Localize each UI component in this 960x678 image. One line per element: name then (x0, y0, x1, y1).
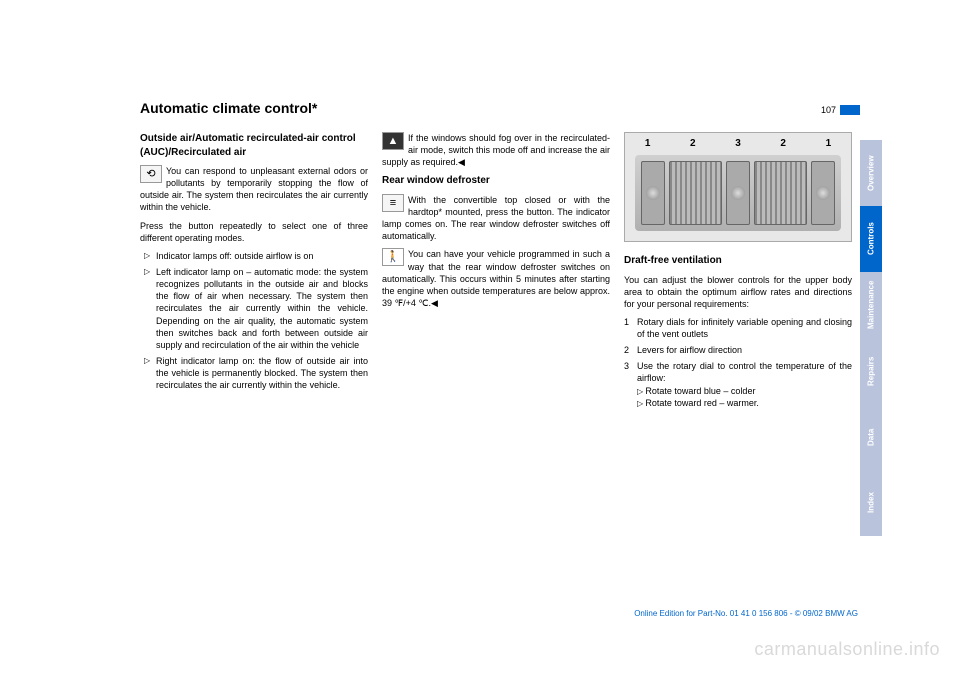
vent-figure: 1 2 3 2 1 (624, 132, 852, 242)
page-content: Automatic climate control* 107 Outside a… (140, 100, 860, 610)
list-item: 3 Use the rotary dial to control the tem… (624, 360, 852, 410)
column-3: 1 2 3 2 1 Draft-free ventilation You can… (624, 132, 852, 416)
heading-outside-air: Outside air/Automatic recirculated-air c… (140, 132, 368, 159)
vent-label: 1 (826, 137, 832, 151)
text-rear: With the convertible top closed or with … (382, 195, 610, 241)
tab-index[interactable]: Index (860, 470, 882, 536)
page-title: Automatic climate control* (140, 100, 317, 116)
text-program: You can have your vehicle programmed in … (382, 249, 610, 308)
list-item: 2Levers for airflow direction (624, 344, 852, 356)
mode-list: Indicator lamps off: outside airflow is … (140, 250, 368, 392)
vent-label: 2 (780, 137, 786, 151)
list-item: Indicator lamps off: outside airflow is … (148, 250, 368, 262)
vent-body (635, 155, 841, 231)
tab-maintenance[interactable]: Maintenance (860, 272, 882, 338)
column-1: Outside air/Automatic recirculated-air c… (140, 132, 368, 416)
edition-line: Online Edition for Part-No. 01 41 0 156 … (634, 609, 858, 618)
list-item: Left indicator lamp on – automatic mode:… (148, 266, 368, 351)
page-marker (840, 105, 860, 115)
column-2: ▲ If the windows should fog over in the … (382, 132, 610, 416)
text-fog: If the windows should fog over in the re… (382, 133, 610, 167)
text-respond: You can respond to unpleasant external o… (140, 166, 368, 212)
vent-grille (754, 161, 807, 225)
vent-grille (669, 161, 722, 225)
tab-repairs[interactable]: Repairs (860, 338, 882, 404)
page-number: 107 (821, 105, 836, 115)
tab-data[interactable]: Data (860, 404, 882, 470)
text-adjust: You can adjust the blower controls for t… (624, 274, 852, 310)
vent-label: 2 (690, 137, 696, 151)
text-press: Press the button repeatedly to select on… (140, 220, 368, 244)
page-number-box: 107 (821, 105, 860, 115)
heading-draft-free: Draft-free ventilation (624, 254, 852, 268)
vent-labels: 1 2 3 2 1 (625, 137, 851, 151)
vent-dial (811, 161, 835, 225)
vent-label: 3 (735, 137, 741, 151)
recirculate-icon: ⟲ (140, 165, 162, 183)
vent-center-dial (726, 161, 750, 225)
watermark: carmanualsonline.info (754, 639, 940, 660)
list-item: 1Rotary dials for infinitely variable op… (624, 316, 852, 340)
person-icon: 🚶 (382, 248, 404, 266)
vent-label: 1 (645, 137, 651, 151)
sub-item: Rotate toward blue – colder (637, 385, 852, 398)
tab-controls[interactable]: Controls (860, 206, 882, 272)
side-tabs: Overview Controls Maintenance Repairs Da… (860, 140, 882, 536)
tab-overview[interactable]: Overview (860, 140, 882, 206)
heading-rear-defroster: Rear window defroster (382, 174, 610, 188)
sub-item: Rotate toward red – warmer. (637, 397, 852, 410)
warning-icon: ▲ (382, 132, 404, 150)
numbered-list: 1Rotary dials for infinitely variable op… (624, 316, 852, 410)
defroster-icon: ≡ (382, 194, 404, 212)
list-item: Right indicator lamp on: the flow of out… (148, 355, 368, 391)
vent-dial (641, 161, 665, 225)
